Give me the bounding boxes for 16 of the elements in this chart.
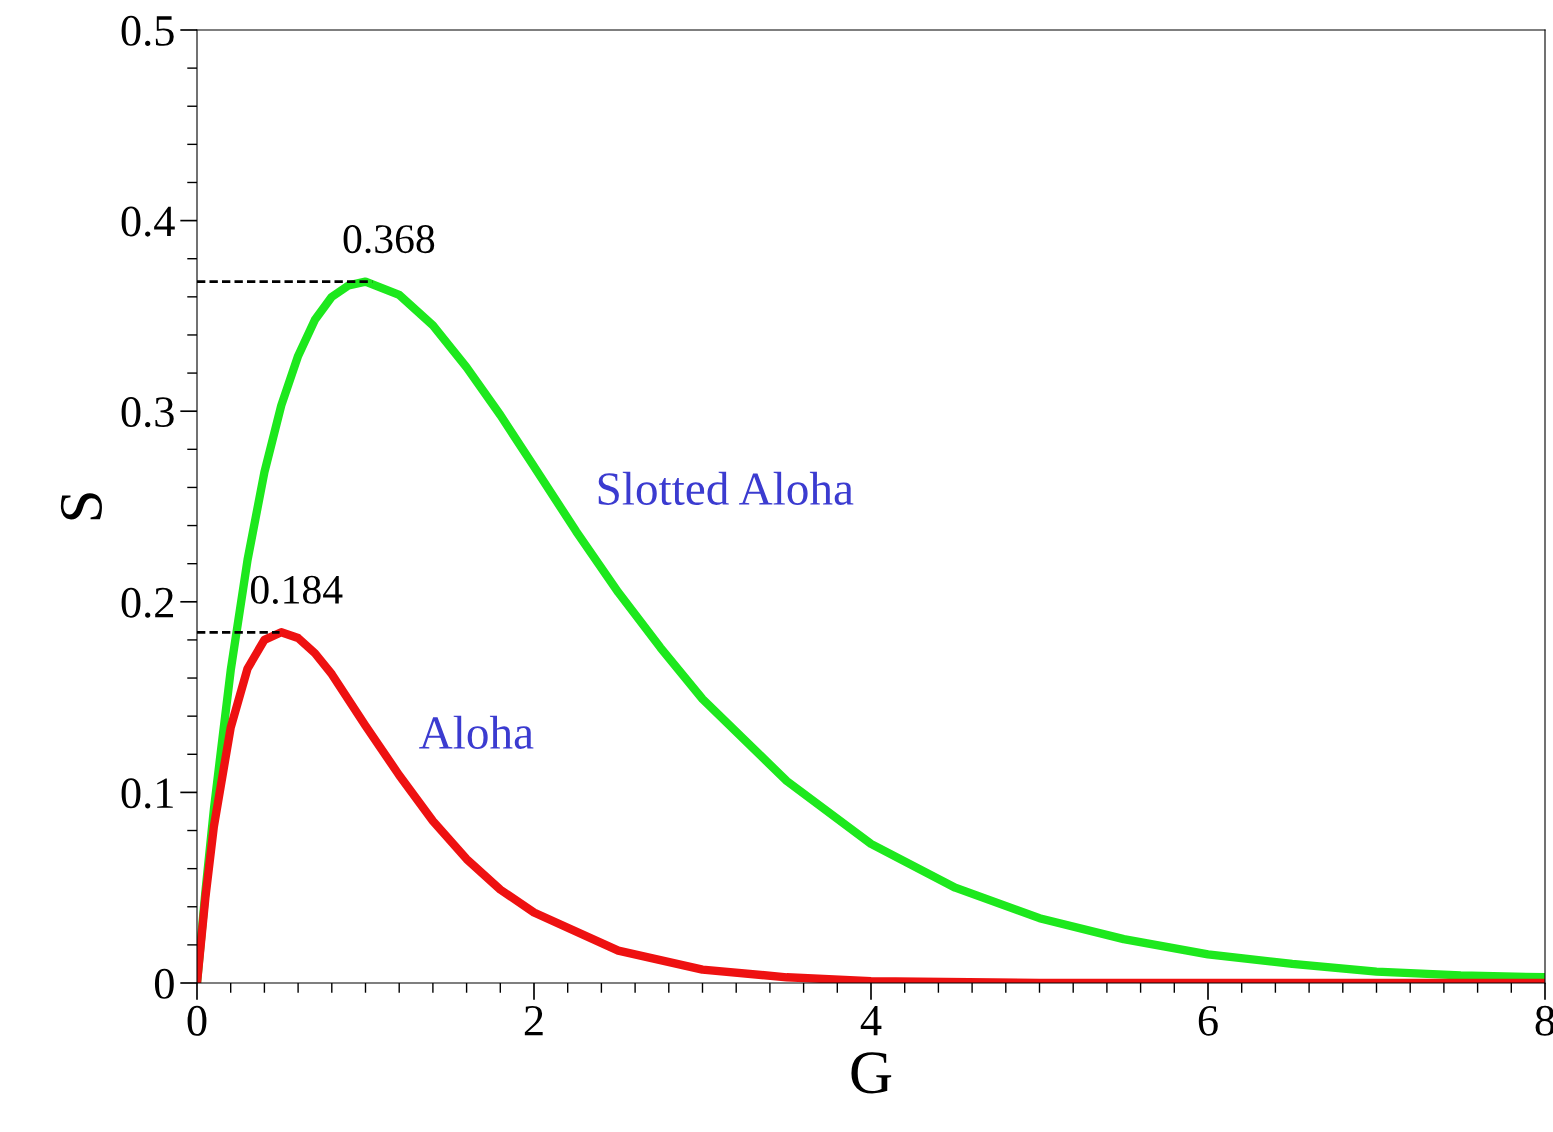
x-tick-label: 4 — [860, 1006, 882, 1036]
series-label: Slotted Aloha — [598, 471, 854, 506]
y-tick-label: 0 — [154, 968, 174, 999]
x-tick-label: 2 — [524, 1005, 543, 1036]
y-tick-label: 0.2 — [121, 587, 174, 618]
y-tick-label: 0.5 — [121, 15, 174, 47]
data-label: 0.368 — [343, 225, 435, 254]
y-tick-label: 0.3 — [121, 397, 174, 428]
y-axis-title: S — [60, 493, 102, 520]
y-tick-label: 0.1 — [121, 778, 173, 809]
data-label: 0.184 — [250, 575, 343, 605]
x-tick-label: 6 — [1198, 1005, 1218, 1036]
x-axis-title: G — [851, 1052, 892, 1094]
x-tick-label: 0 — [187, 1005, 207, 1036]
series-label: Aloha — [419, 715, 534, 749]
y-tick-label: 0.4 — [121, 206, 175, 237]
